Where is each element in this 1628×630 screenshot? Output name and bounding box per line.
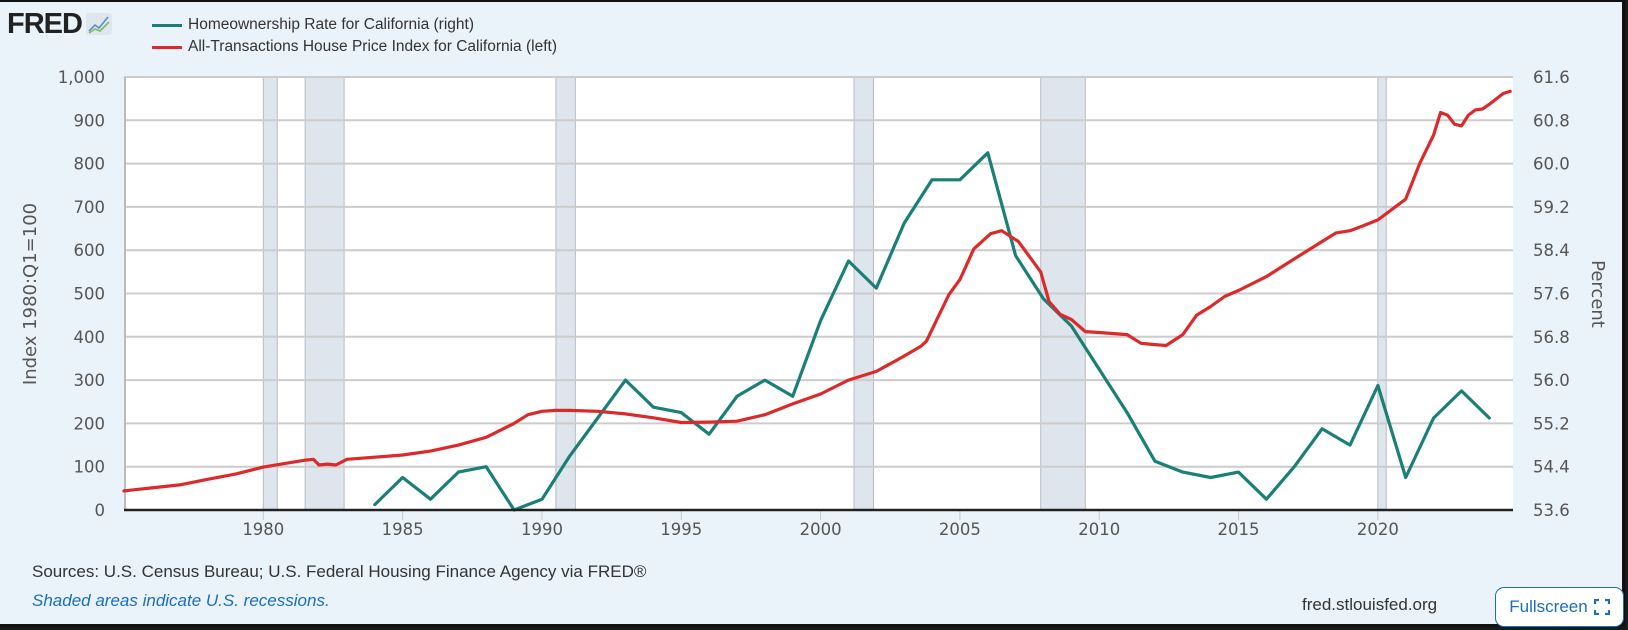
x-tick-label: 1980 xyxy=(242,520,284,539)
legend-swatch-teal xyxy=(152,23,182,27)
chart-svg: 0 53.6 100 54.4 200 55.2 300 56.0 400 56.8 500 57.6… xyxy=(20,68,1608,539)
x-tick-label: 1990 xyxy=(521,520,563,539)
fullscreen-label: Fullscreen xyxy=(1509,597,1588,616)
y-left-tick-label: 900 xyxy=(74,111,106,130)
y-left-tick-label: 700 xyxy=(74,198,106,217)
legend-item-homeownership[interactable]: Homeownership Rate for California (right… xyxy=(152,14,557,36)
y-left-tick-label: 200 xyxy=(74,414,106,433)
logo-text: FRED xyxy=(7,8,83,40)
y-right-tick-label: 56.8 xyxy=(1533,328,1570,347)
y-left-tick-label: 1,000 xyxy=(58,68,105,87)
y-right-tick-label: 57.6 xyxy=(1533,285,1570,304)
y-left-axis-title: Index 1980:Q1=100 xyxy=(20,203,41,385)
x-tick-label: 1995 xyxy=(660,520,702,539)
y-left-tick-label: 800 xyxy=(74,155,106,174)
legend-label: Homeownership Rate for California (right… xyxy=(188,16,475,33)
y-left-tick-label: 400 xyxy=(74,328,106,347)
expand-icon xyxy=(1593,599,1610,615)
line-chart-icon xyxy=(85,13,112,35)
y-right-tick-label: 58.4 xyxy=(1533,241,1570,260)
y-right-tick-label: 56.0 xyxy=(1533,371,1570,390)
y-left-tick-label: 0 xyxy=(95,501,106,520)
y-right-tick-label: 59.2 xyxy=(1533,198,1570,217)
x-tick-label: 2010 xyxy=(1078,520,1120,539)
sources-text: Sources: U.S. Census Bureau; U.S. Federa… xyxy=(32,562,647,581)
y-right-axis-title: Percent xyxy=(1587,260,1608,328)
legend: Homeownership Rate for California (right… xyxy=(152,14,557,58)
x-tick-label: 2005 xyxy=(939,520,981,539)
series-line-homeownership xyxy=(373,151,1491,512)
legend-label: All-Transactions House Price Index for C… xyxy=(188,38,557,55)
x-tick-label: 2020 xyxy=(1357,520,1399,539)
series-line-house-price-index xyxy=(122,89,1512,493)
fred-logo[interactable]: FRED xyxy=(7,9,112,39)
y-right-tick-label: 53.6 xyxy=(1533,501,1570,520)
y-left-tick-label: 600 xyxy=(74,241,106,260)
y-right-tick-label: 54.4 xyxy=(1533,458,1570,477)
y-right-tick-label: 61.6 xyxy=(1533,68,1570,87)
y-left-tick-label: 100 xyxy=(74,458,106,477)
y-right-tick-label: 60.0 xyxy=(1533,155,1570,174)
site-url[interactable]: fred.stlouisfed.org xyxy=(1302,595,1438,614)
fullscreen-button[interactable]: Fullscreen xyxy=(1495,587,1624,627)
x-tick-label: 2000 xyxy=(800,520,842,539)
y-left-tick-label: 500 xyxy=(74,285,106,304)
y-right-tick-label: 55.2 xyxy=(1533,414,1570,433)
legend-swatch-red xyxy=(152,45,182,49)
legend-item-house-price-index[interactable]: All-Transactions House Price Index for C… xyxy=(152,36,557,58)
x-tick-label: 1985 xyxy=(382,520,424,539)
x-tick-label: 2015 xyxy=(1218,520,1260,539)
recession-note: Shaded areas indicate U.S. recessions. xyxy=(32,591,330,610)
y-right-tick-label: 60.8 xyxy=(1533,111,1570,130)
y-left-tick-label: 300 xyxy=(74,371,106,390)
